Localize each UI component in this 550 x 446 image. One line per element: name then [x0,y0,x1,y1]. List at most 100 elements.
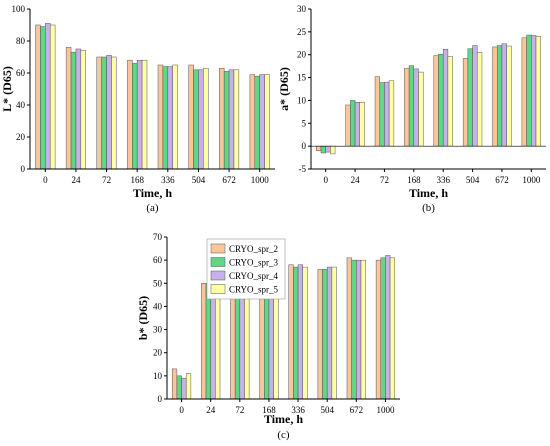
y-tick-label: 0 [158,394,163,404]
x-tick-label: 336 [161,175,175,185]
bar-168-series-4 [418,71,424,147]
bar-504-series-1 [317,269,323,400]
x-tick-label: 504 [466,175,480,185]
bar-1000-series-2 [380,257,386,400]
x-tick-label: 336 [291,405,305,415]
bar-672-series-1 [492,46,498,147]
x-tick-label: 168 [130,175,144,185]
bar-1000-series-1 [249,74,256,170]
chart-panel-3: 0 10 20 30 40 50 60 70 0 24 72 168 336 504 672 1000 Time… [136,232,400,441]
y-tick-label: 0 [21,164,26,174]
bar-672-series-1 [219,67,225,170]
bar-672-series-2 [496,45,503,147]
y-tick-label: 50 [153,278,163,288]
bar-672-series-4 [506,45,512,147]
bar-1000-series-2 [254,75,260,170]
x-tick-label: 336 [436,175,450,185]
bar-336-series-1 [157,64,164,170]
bar-672-series-2 [351,259,357,400]
legend-entry: CRYO_spr_5 [229,285,279,295]
bar-0-series-4 [49,24,56,170]
bar-1000-series-4 [264,74,270,170]
bar-672-series-2 [223,71,230,170]
bar-336-series-3 [297,264,303,400]
y-axis-title: L* (D65) [0,66,14,112]
bar-672-series-3 [228,69,235,170]
bar-504-series-4 [203,67,209,170]
bar-672-series-1 [346,257,352,400]
panel-label: (c) [277,429,290,441]
bar-1000-series-4 [535,36,541,147]
bar-672-series-3 [501,43,507,147]
y-tick-label: 80 [16,36,26,46]
bar-24-series-2 [350,100,356,147]
bar-168-series-2 [408,65,415,147]
bar-336-series-4 [172,64,178,170]
bar-0-series-1 [35,24,41,170]
bar-24-series-3 [354,102,361,147]
y-tick-label: 40 [153,301,163,311]
bar-72-series-4 [388,80,395,147]
bar-0-series-1 [171,368,178,400]
bar-1000-series-1 [521,37,527,147]
x-tick-label: 672 [350,405,364,415]
x-tick-label: 24 [351,175,361,185]
bar-72-series-1 [96,56,102,170]
x-axis-title: Time, h [264,412,303,426]
bar-336-series-1 [288,264,294,400]
x-tick-label: 672 [495,175,509,185]
y-tick-label: 20 [16,132,26,142]
x-tick-label: 72 [102,175,111,185]
bar-504-series-1 [188,64,194,170]
bar-72-series-2 [379,82,385,147]
y-tick-label: 30 [153,325,163,335]
bar-504-series-2 [322,269,328,400]
bar-168-series-1 [404,68,410,147]
panel-label: (b) [422,202,435,214]
panel-label: (a) [146,202,159,214]
bar-24-series-4 [80,50,86,170]
bar-72-series-1 [374,76,380,147]
bar-336-series-2 [293,266,299,400]
bar-672-series-4 [360,259,366,400]
bar-672-series-3 [356,259,362,400]
bar-24-series-1 [201,283,207,400]
y-tick-label: -5 [299,164,307,174]
y-tick-label: 60 [16,68,26,78]
y-axis-title: a* (D65) [277,67,291,111]
legend-swatch [210,243,226,254]
y-tick-label: 15 [297,73,307,83]
bar-1000-series-4 [389,257,396,400]
legend-entry: CRYO_spr_2 [229,244,278,254]
y-tick-label: 5 [302,118,307,128]
bar-168-series-2 [132,63,138,170]
x-tick-label: 0 [43,175,48,185]
bar-0-series-2 [40,26,46,170]
x-tick-label: 1000 [376,405,395,415]
y-tick-label: 30 [297,4,307,14]
bar-0-series-2 [176,375,182,400]
legend-entry: CRYO_spr_3 [229,258,279,268]
legend-entry: CRYO_spr_4 [229,271,279,281]
bar-24-series-3 [75,48,82,170]
bar-504-series-3 [472,45,478,147]
legend: CRYO_spr_2 CRYO_spr_3 CRYO_spr_4 CRYO_spr_5 [206,238,286,300]
bar-24-series-1 [65,47,72,170]
bar-336-series-3 [167,66,173,170]
bar-336-series-1 [433,55,439,147]
y-tick-label: 25 [297,27,307,37]
bar-0-series-2 [320,145,326,154]
bar-672-series-4 [233,69,240,170]
y-tick-label: 60 [153,255,163,265]
bar-504-series-2 [193,69,199,170]
x-tick-label: 504 [320,405,334,415]
chart-panel-2: -5 0 5 10 15 20 25 30 0 24 72 168 336 504 672 1000 Time,… [277,4,546,214]
legend-swatch [210,284,226,294]
bar-0-series-1 [316,145,322,151]
x-tick-label: 504 [192,175,206,185]
legend-swatch [210,257,226,267]
bar-1000-series-3 [385,255,391,400]
x-tick-label: 0 [179,405,184,415]
y-tick-label: 100 [12,4,26,14]
